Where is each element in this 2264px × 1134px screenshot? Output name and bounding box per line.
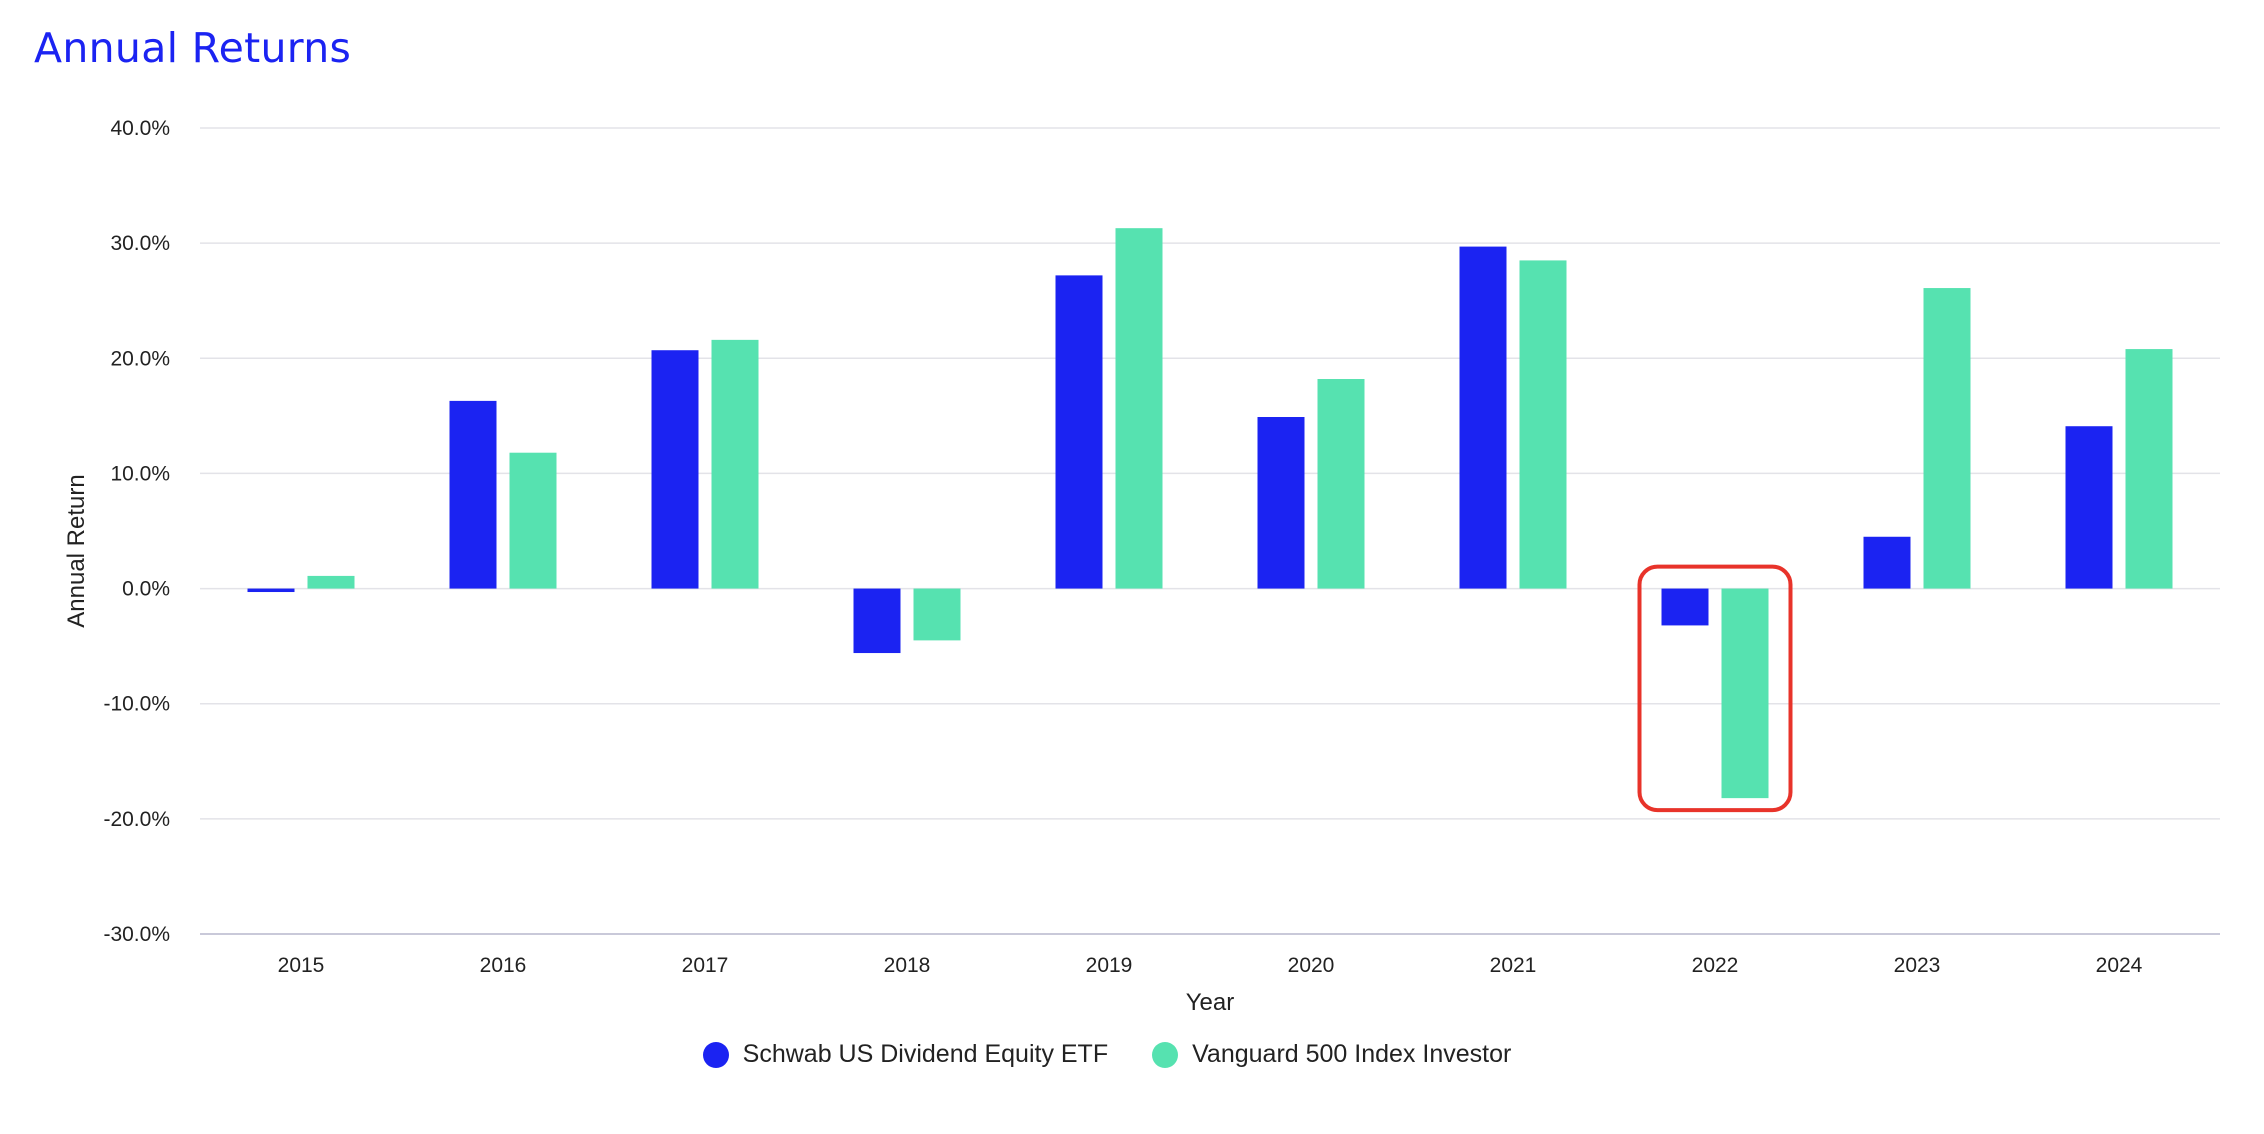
y-tick-label: 10.0%	[110, 462, 170, 485]
y-axis-title: Annual Return	[63, 474, 90, 627]
y-tick-label: 20.0%	[110, 347, 170, 370]
bar-schwab-2019[interactable]	[1055, 275, 1103, 589]
bar-vanguard-2023[interactable]	[1923, 288, 1971, 589]
y-axis-ticks: 40.0% 30.0% 20.0% 10.0% 0.0% -10.0% -20.0% -30.…	[103, 117, 170, 946]
x-tick-label: 2019	[1086, 954, 1133, 977]
x-tick-label: 2020	[1288, 954, 1335, 977]
x-tick-label: 2024	[2096, 954, 2143, 977]
highlight-box-2022	[1637, 564, 1793, 813]
y-tick-label: 40.0%	[110, 117, 170, 140]
bar-vanguard-2017[interactable]	[711, 339, 759, 589]
x-tick-label: 2017	[682, 954, 729, 977]
bar-schwab-2022[interactable]	[1661, 588, 1709, 626]
bar-vanguard-2021[interactable]	[1519, 260, 1567, 589]
x-tick-label: 2015	[278, 954, 325, 977]
bar-schwab-2020[interactable]	[1257, 417, 1305, 589]
x-tick-label: 2018	[884, 954, 931, 977]
bar-vanguard-2024[interactable]	[2125, 349, 2173, 589]
grid-lines	[200, 127, 2220, 935]
bar-vanguard-2016[interactable]	[509, 452, 557, 589]
legend-label-vanguard: Vanguard 500 Index Investor	[1192, 1040, 1512, 1068]
x-tick-label: 2022	[1692, 954, 1739, 977]
bar-schwab-2017[interactable]	[651, 350, 699, 589]
x-axis-ticks: 2015 2016 2017 2018 2019 2020 2021 2022 2023 2024	[278, 954, 2143, 977]
bar-schwab-2024[interactable]	[2065, 426, 2113, 589]
bar-vanguard-2022[interactable]	[1721, 588, 1769, 799]
legend: Schwab US Dividend Equity ETF Vanguard 5…	[0, 1040, 2264, 1069]
x-tick-label: 2021	[1490, 954, 1537, 977]
y-tick-label: 0.0%	[122, 578, 170, 601]
y-tick-label: -20.0%	[103, 808, 170, 831]
bar-vanguard-2020[interactable]	[1317, 379, 1365, 589]
highlight-layer	[1637, 564, 1793, 813]
bar-schwab-2016[interactable]	[449, 400, 497, 589]
page-title: Annual Returns	[34, 24, 352, 72]
legend-swatch-vanguard	[1152, 1041, 1179, 1068]
annual-returns-chart: 40.0% 30.0% 20.0% 10.0% 0.0% -10.0% -20.0% -30.…	[63, 117, 2220, 1016]
bar-schwab-2018[interactable]	[853, 588, 901, 654]
bar-schwab-2015[interactable]	[247, 588, 295, 593]
bar-schwab-2023[interactable]	[1863, 536, 1911, 589]
x-tick-label: 2023	[1894, 954, 1941, 977]
legend-label-schwab: Schwab US Dividend Equity ETF	[742, 1040, 1109, 1068]
y-tick-label: -30.0%	[103, 923, 170, 946]
legend-item-vanguard[interactable]: Vanguard 500 Index Investor	[1152, 1040, 1511, 1069]
bar-vanguard-2018[interactable]	[913, 588, 961, 641]
y-tick-label: -10.0%	[103, 693, 170, 716]
legend-swatch-schwab	[702, 1041, 729, 1068]
x-tick-label: 2016	[480, 954, 527, 977]
legend-item-schwab[interactable]: Schwab US Dividend Equity ETF	[702, 1040, 1109, 1069]
bar-schwab-2021[interactable]	[1459, 246, 1507, 589]
bar-vanguard-2019[interactable]	[1115, 228, 1163, 589]
bars	[247, 228, 2173, 799]
x-axis-title: Year	[1186, 989, 1235, 1016]
bar-vanguard-2015[interactable]	[307, 575, 355, 589]
y-tick-label: 30.0%	[110, 232, 170, 255]
